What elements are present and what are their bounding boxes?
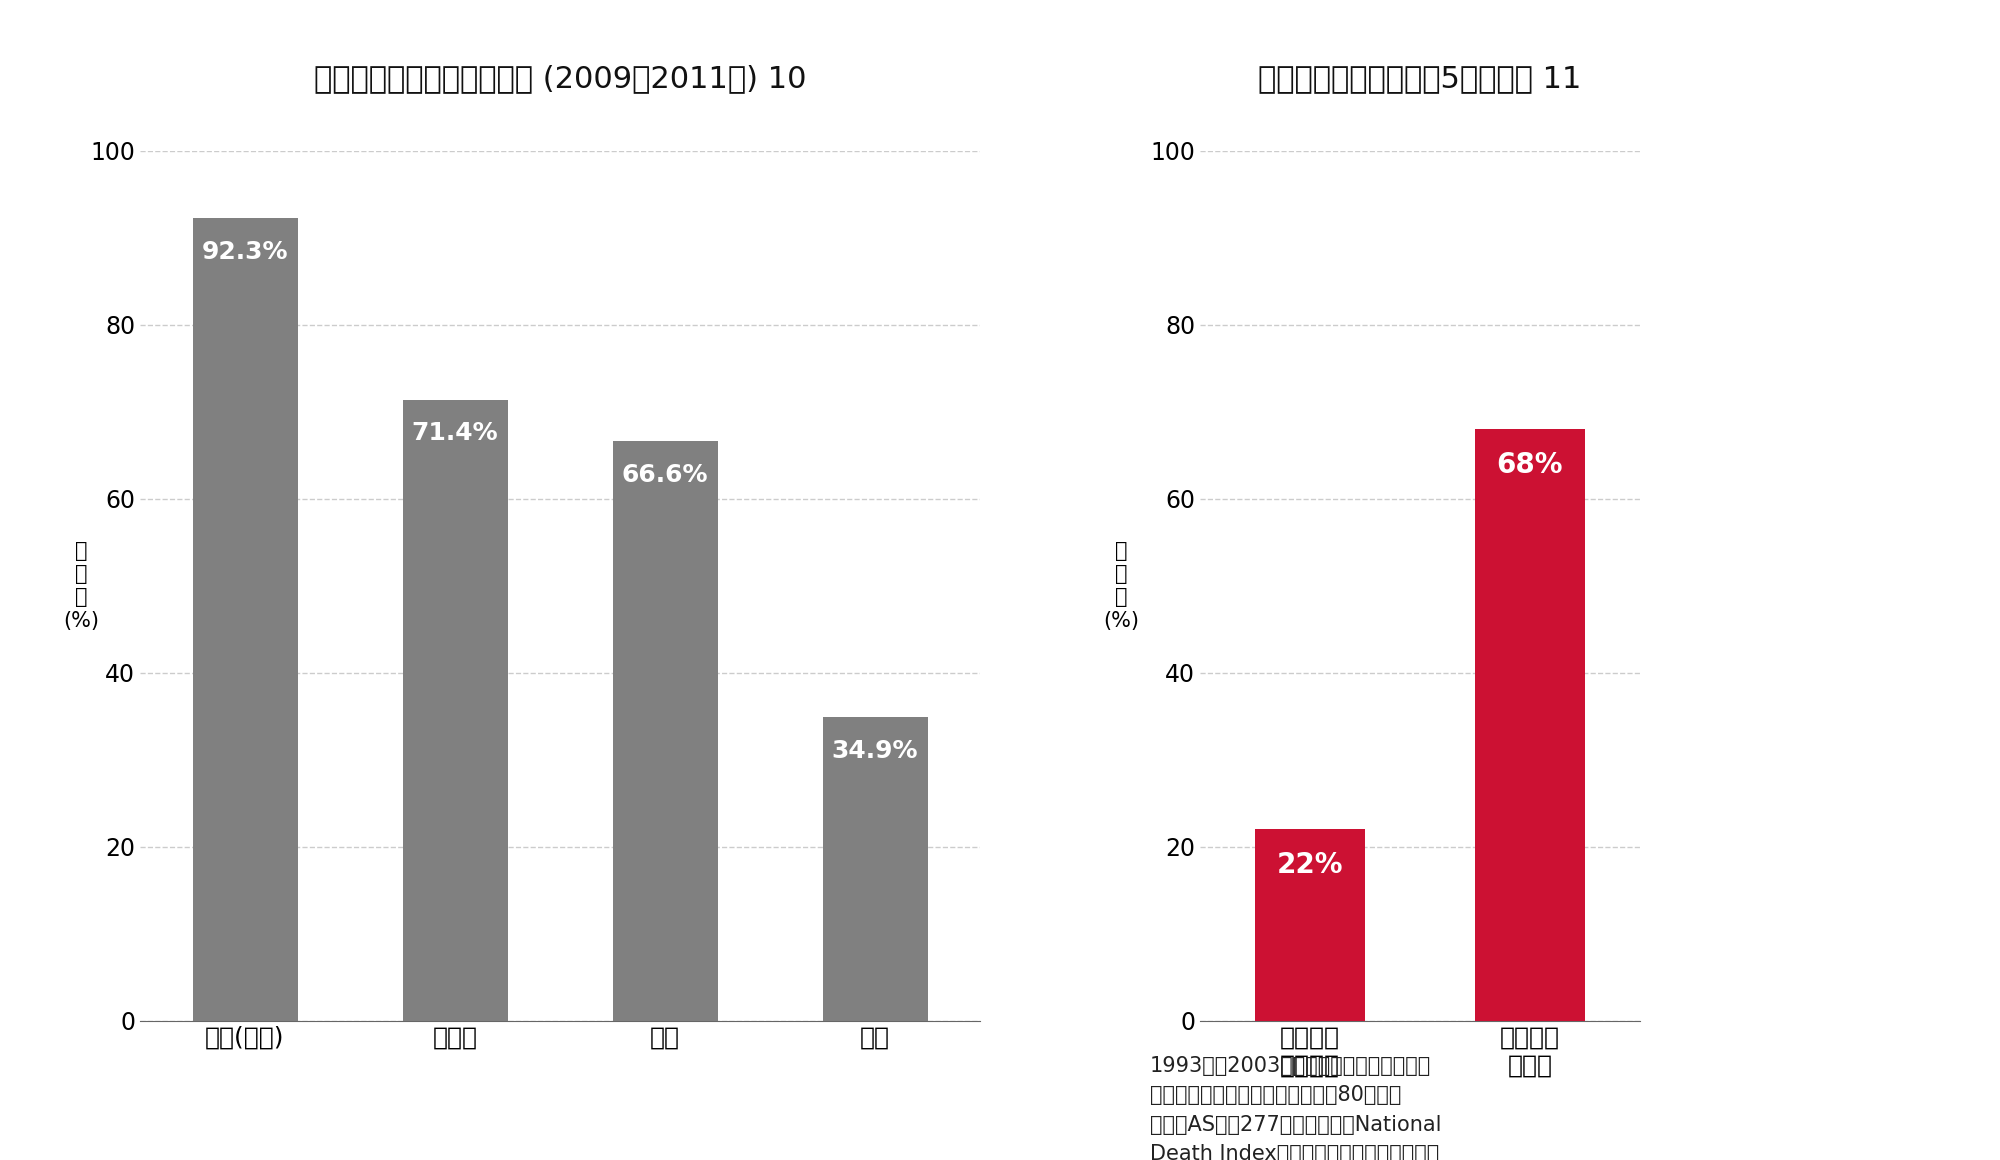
- Bar: [1476, 429, 1584, 1021]
- Text: 重症大動脈弁狭窄症の5年生存率 11: 重症大動脈弁狭窄症の5年生存率 11: [1258, 64, 1582, 93]
- Text: 主ながんの５年相対生存率 (2009〜2011年) 10: 主ながんの５年相対生存率 (2009〜2011年) 10: [314, 64, 806, 93]
- Bar: [822, 717, 928, 1021]
- Text: 34.9%: 34.9%: [832, 739, 918, 763]
- Y-axis label: 生
存
率
(%): 生 存 率 (%): [64, 541, 100, 631]
- Y-axis label: 生
存
率
(%): 生 存 率 (%): [1102, 541, 1138, 631]
- Text: 71.4%: 71.4%: [412, 421, 498, 445]
- Bar: [192, 218, 298, 1021]
- Bar: [402, 399, 508, 1021]
- Text: 1993年〜2003年までに米国大学病院の心
エコーデータベースに登録された80歳以上
の重症AS患者277例において、National
Death Index: 1993年〜2003年までに米国大学病院の心 エコーデータベースに登録された80…: [1150, 1056, 1442, 1160]
- Text: 66.6%: 66.6%: [622, 463, 708, 487]
- Text: 68%: 68%: [1496, 451, 1564, 479]
- Text: 92.3%: 92.3%: [202, 240, 288, 263]
- Text: 22%: 22%: [1276, 851, 1344, 879]
- Bar: [1256, 829, 1364, 1021]
- Bar: [612, 441, 718, 1021]
